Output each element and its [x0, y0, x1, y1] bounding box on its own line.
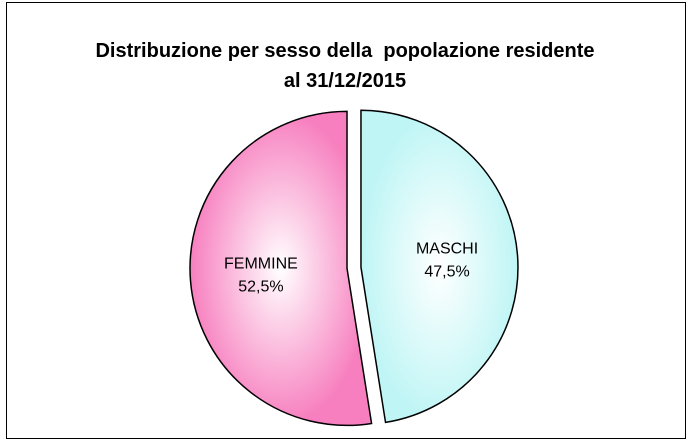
- slice-value-label: 47,5%: [424, 264, 469, 281]
- pie-slice: [360, 109, 519, 424]
- slice-category-label: FEMMINE: [224, 255, 298, 272]
- chart-frame: [6, 2, 686, 439]
- pie-slice: [189, 110, 373, 427]
- chart-title: Distribuzione per sesso della popolazion…: [95, 40, 601, 92]
- slice-category-label: MASCHI: [416, 241, 478, 258]
- slice-value-label: 52,5%: [238, 278, 283, 295]
